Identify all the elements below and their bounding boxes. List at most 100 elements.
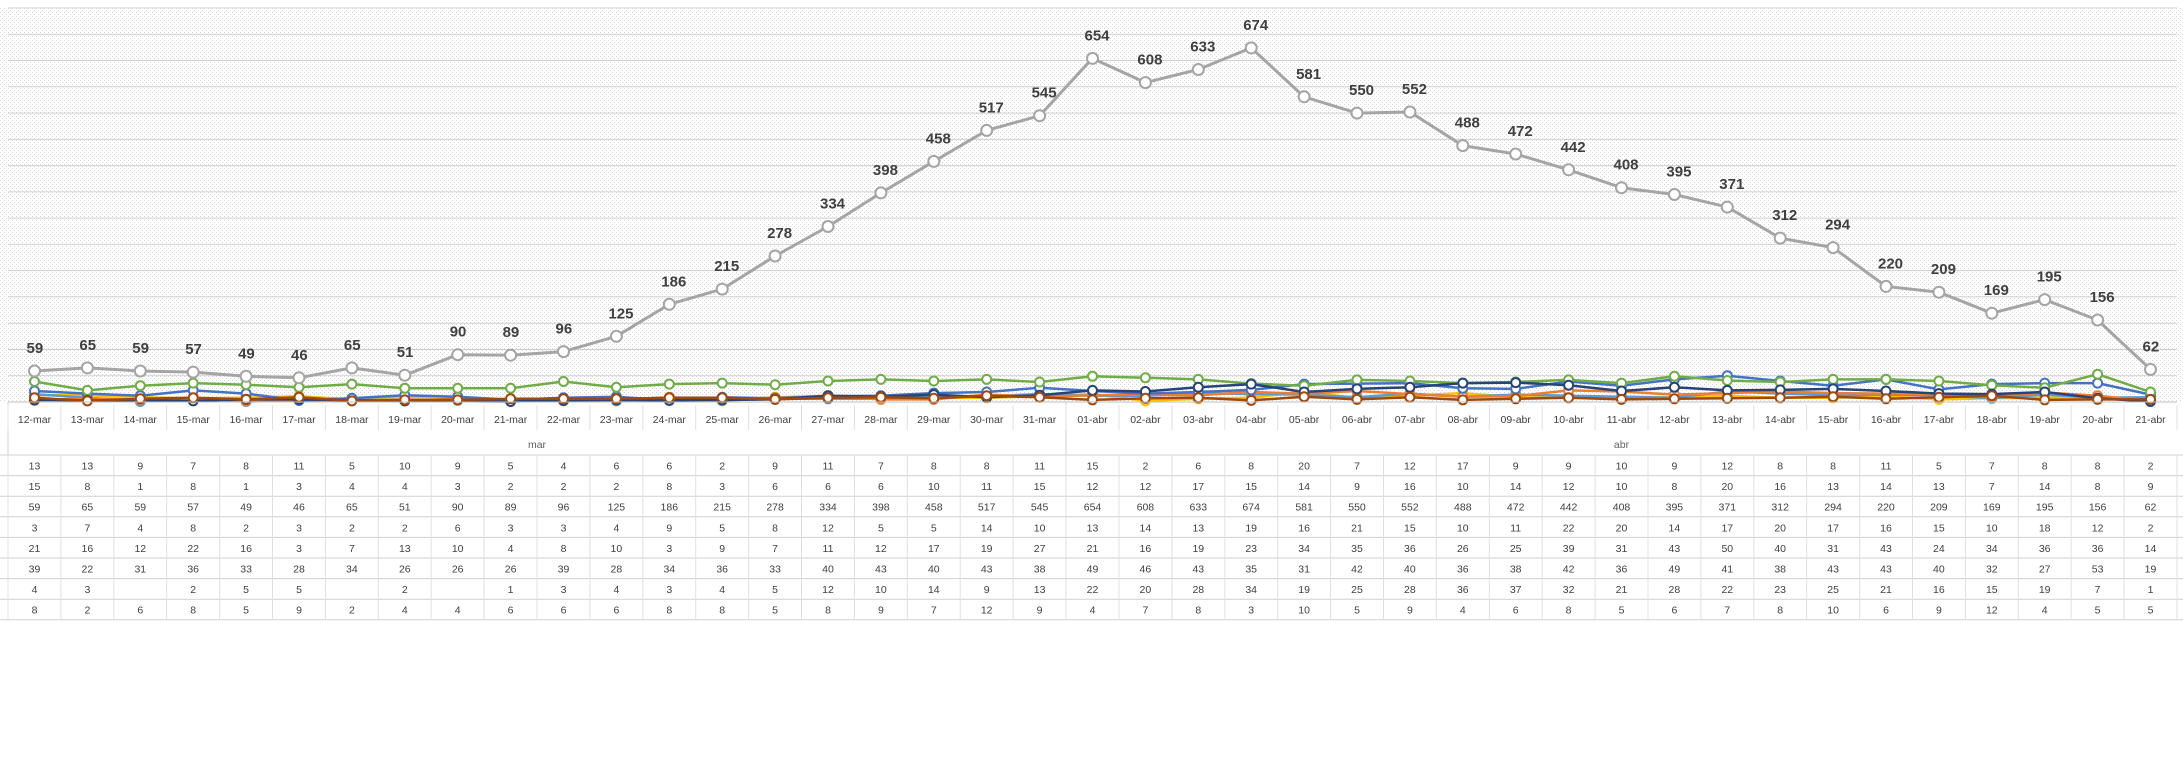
table-cell: 12 <box>981 605 993 617</box>
table-cell: 3 <box>666 543 672 555</box>
data-point <box>293 391 305 403</box>
table-cell: 40 <box>1933 564 1945 576</box>
table-cell: 34 <box>1245 584 1257 596</box>
table-cell: 6 <box>508 605 514 617</box>
table-cell: 43 <box>1880 564 1892 576</box>
table-cell: 9 <box>2148 481 2154 493</box>
x-tick-label: 19-mar <box>388 414 422 426</box>
table-cell: 6 <box>1513 605 1519 617</box>
table-cell: 3 <box>296 543 302 555</box>
x-tick-label: 22-mar <box>547 414 581 426</box>
table-cell: 49 <box>1087 564 1099 576</box>
data-point <box>1510 393 1522 405</box>
table-cell: 16 <box>1404 481 1416 493</box>
table-cell: 16 <box>1774 481 1786 493</box>
data-label: 608 <box>1137 52 1162 69</box>
data-point <box>822 392 834 404</box>
table-cell: 37 <box>1510 584 1522 596</box>
table-cell: 43 <box>1827 564 1839 576</box>
table-cell: 125 <box>608 502 626 514</box>
table-cell: 12 <box>2092 522 2104 534</box>
x-tick-label: 13-mar <box>71 414 105 426</box>
table-cell: 2 <box>190 584 196 596</box>
table-cell: 2 <box>613 481 619 493</box>
table-cell: 12 <box>1721 461 1733 473</box>
table-cell: 2 <box>1142 461 1148 473</box>
data-point <box>1033 109 1047 123</box>
table-cell: 31 <box>1827 543 1839 555</box>
table-cell: 57 <box>187 502 199 514</box>
x-tick-label: 06-abr <box>1342 414 1373 426</box>
data-point <box>2144 362 2157 376</box>
table-cell: 17 <box>1721 522 1733 534</box>
table-cell: 209 <box>1930 502 1948 514</box>
data-label: 209 <box>1931 261 1956 278</box>
plot-area <box>0 8 2183 402</box>
table-cell: 15 <box>1245 481 1257 493</box>
table-cell: 15 <box>29 481 41 493</box>
data-point <box>1298 391 1310 403</box>
table-cell: 395 <box>1666 502 1684 514</box>
table-cell: 6 <box>455 522 461 534</box>
data-point <box>239 369 253 383</box>
table-cell: 12 <box>875 543 887 555</box>
data-point <box>1351 393 1363 405</box>
table-cell: 31 <box>1298 564 1310 576</box>
x-tick-label: 25-mar <box>706 414 740 426</box>
data-point <box>133 364 147 378</box>
table-cell: 294 <box>1824 502 1842 514</box>
table-cell: 39 <box>558 564 570 576</box>
data-point <box>186 365 200 379</box>
x-tick-label: 16-abr <box>1871 414 1902 426</box>
table-cell: 2 <box>349 605 355 617</box>
data-point <box>28 364 41 378</box>
table-cell: 312 <box>1771 502 1789 514</box>
table-cell: 40 <box>1404 564 1416 576</box>
table-cell: 19 <box>1192 543 1204 555</box>
table-cell: 28 <box>1192 584 1204 596</box>
table-cell: 5 <box>1354 605 1360 617</box>
table-cell: 3 <box>508 522 514 534</box>
table-cell: 36 <box>716 564 728 576</box>
table-cell: 6 <box>1671 605 1677 617</box>
data-point <box>1615 181 1628 195</box>
data-point <box>1933 375 1945 387</box>
table-cell: 488 <box>1454 502 1472 514</box>
table-cell: 35 <box>1245 564 1257 576</box>
table-cell: 16 <box>1933 584 1945 596</box>
table-cell: 633 <box>1190 502 1208 514</box>
data-point <box>928 392 940 404</box>
table-cell: 14 <box>2039 481 2051 493</box>
table-cell: 8 <box>825 605 831 617</box>
table-cell: 195 <box>2036 502 2054 514</box>
table-cell: 33 <box>769 564 781 576</box>
data-point <box>715 282 729 296</box>
table-cell: 7 <box>1989 461 1995 473</box>
table-cell: 36 <box>2039 543 2051 555</box>
data-label: 96 <box>556 321 573 338</box>
data-point <box>452 394 464 406</box>
table-cell: 7 <box>1989 481 1995 493</box>
table-cell: 62 <box>2145 502 2157 514</box>
data-point <box>1667 188 1681 201</box>
table-cell: 4 <box>508 543 514 555</box>
data-label: 90 <box>450 324 467 341</box>
table-cell: 36 <box>1404 543 1416 555</box>
data-label: 278 <box>767 225 792 242</box>
data-label: 125 <box>608 305 633 322</box>
data-label: 458 <box>926 130 951 147</box>
table-cell: 2 <box>2148 461 2154 473</box>
table-cell: 3 <box>84 584 90 596</box>
table-cell: 4 <box>2042 605 2048 617</box>
table-cell: 215 <box>713 502 731 514</box>
table-cell: 9 <box>984 584 990 596</box>
table-cell: 7 <box>2095 584 2101 596</box>
table-cell: 581 <box>1295 502 1313 514</box>
data-point <box>1510 377 1522 389</box>
table-cell: 19 <box>1298 584 1310 596</box>
data-point <box>187 377 199 389</box>
table-cell: 49 <box>1669 564 1681 576</box>
table-cell: 517 <box>978 502 996 514</box>
table-cell: 9 <box>719 543 725 555</box>
table-cell: 22 <box>1087 584 1099 596</box>
